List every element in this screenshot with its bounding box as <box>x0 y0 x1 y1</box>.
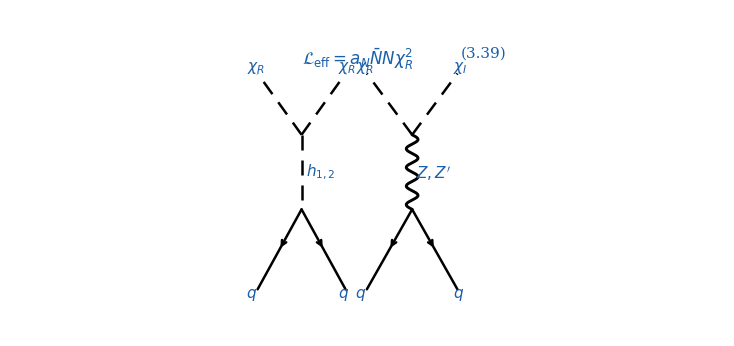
Text: $\chi_I$: $\chi_I$ <box>454 60 468 76</box>
Text: $q$: $q$ <box>246 286 257 303</box>
Text: (3.39): (3.39) <box>461 47 506 61</box>
Text: $Z, Z'$: $Z, Z'$ <box>416 164 451 183</box>
Text: $\chi_R$: $\chi_R$ <box>247 60 265 76</box>
Text: $\chi_R$: $\chi_R$ <box>356 60 374 76</box>
Text: $q$: $q$ <box>355 286 366 303</box>
Text: $h_{1,2}$: $h_{1,2}$ <box>305 162 335 182</box>
Text: $\mathcal{L}_{\mathrm{eff}} = a_N \bar{N} N \chi_R^2$: $\mathcal{L}_{\mathrm{eff}} = a_N \bar{N… <box>302 47 413 72</box>
Text: $\chi_R$: $\chi_R$ <box>338 60 355 76</box>
Text: $q$: $q$ <box>454 286 465 303</box>
Text: $q$: $q$ <box>338 286 349 303</box>
